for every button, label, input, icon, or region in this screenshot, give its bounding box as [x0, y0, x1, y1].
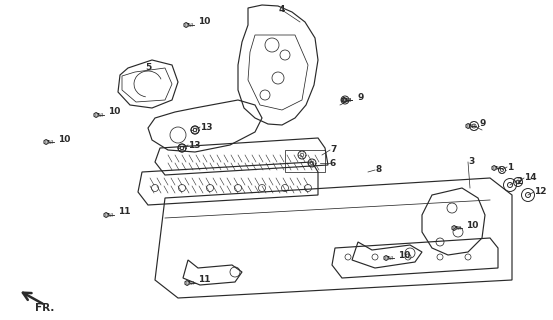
Text: 9: 9	[358, 92, 364, 101]
Text: 6: 6	[330, 158, 336, 167]
Text: 11: 11	[118, 207, 131, 217]
Text: 10: 10	[108, 108, 121, 116]
Text: 1: 1	[507, 163, 513, 172]
Text: 10: 10	[398, 251, 410, 260]
Text: 10: 10	[466, 220, 478, 229]
Text: 3: 3	[468, 157, 474, 166]
Text: FR.: FR.	[35, 303, 54, 313]
Text: 7: 7	[330, 146, 336, 155]
Text: 11: 11	[198, 276, 211, 284]
Text: 4: 4	[279, 5, 285, 14]
Text: 9: 9	[480, 118, 487, 127]
Text: 13: 13	[188, 140, 201, 149]
Text: 14: 14	[524, 173, 536, 182]
Text: 13: 13	[200, 123, 212, 132]
Text: 8: 8	[375, 165, 381, 174]
Text: 5: 5	[146, 63, 152, 73]
Text: 2: 2	[516, 177, 522, 186]
Text: 10: 10	[198, 18, 210, 27]
Text: 10: 10	[58, 134, 70, 143]
Text: 12: 12	[534, 188, 546, 196]
